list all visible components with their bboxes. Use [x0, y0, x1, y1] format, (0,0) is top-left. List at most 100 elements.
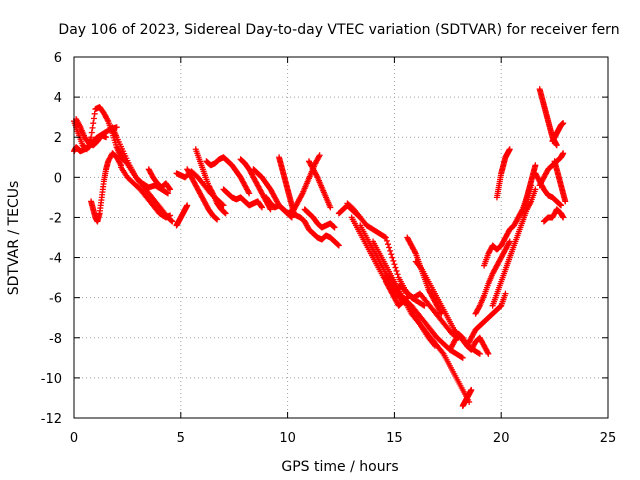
data-point [330, 223, 337, 230]
series-arc-14 [220, 186, 265, 211]
x-tick-label: 20 [493, 431, 510, 446]
data-point [335, 242, 342, 249]
data-point [421, 302, 428, 309]
data-point [475, 350, 482, 357]
x-tick-label: 0 [70, 431, 78, 446]
data-point [258, 203, 265, 210]
data-point [213, 215, 220, 222]
series-arc-39 [519, 162, 539, 217]
y-tick-label: 2 [54, 131, 62, 146]
data-point [89, 124, 96, 131]
series-arc-43 [532, 170, 565, 209]
data-point [88, 134, 95, 141]
grid-lines [74, 57, 608, 418]
series-arc-12 [192, 146, 229, 217]
data-point [184, 202, 191, 209]
data-point [384, 241, 391, 248]
series-arc-8 [145, 166, 174, 193]
series-arc-45 [551, 158, 569, 205]
data-point [394, 271, 401, 278]
series-arc-33 [459, 386, 475, 409]
series-arc-13 [203, 154, 253, 197]
data-point [90, 115, 97, 122]
data-point [403, 295, 410, 302]
data-point [392, 264, 399, 271]
data-point [315, 153, 322, 160]
data-point [389, 254, 396, 261]
data-point [458, 354, 465, 361]
data-point [532, 162, 539, 169]
data-point [166, 185, 173, 192]
chart-title: Day 106 of 2023, Sidereal Day-to-day VTE… [58, 22, 619, 38]
data-point [267, 206, 274, 213]
data-point [164, 190, 171, 197]
series-arc-21 [297, 214, 342, 249]
series-arc-4 [88, 150, 124, 225]
data-point [391, 261, 398, 268]
data-point [76, 122, 83, 129]
series-arc-5 [109, 124, 176, 225]
data-point [506, 239, 513, 246]
data-point [209, 189, 216, 196]
data-point [437, 309, 444, 316]
x-tick-label: 15 [386, 431, 403, 446]
data-point [560, 214, 567, 221]
series-arc-41 [549, 120, 567, 145]
data-point [331, 224, 338, 231]
y-tick-label: 6 [54, 51, 62, 66]
data-point [390, 257, 397, 264]
x-tick-label: 10 [279, 431, 296, 446]
data-point [485, 350, 492, 357]
axis-ticks: 0 5 10 15 20 25 -12 -10 -8 -6 -4 -2 0 2 4 6 [41, 51, 617, 446]
data-point [506, 238, 513, 245]
data-point [288, 214, 295, 221]
data-point [420, 302, 427, 309]
data-point [560, 120, 567, 127]
data-point [387, 247, 394, 254]
data-point [313, 172, 320, 179]
series-arc-11 [184, 166, 221, 223]
data-point [169, 218, 176, 225]
data-point [476, 304, 483, 311]
data-point [562, 198, 569, 205]
series-arc-38 [493, 146, 513, 201]
series-arc-22 [301, 206, 338, 231]
data-point [167, 186, 174, 193]
data-point [558, 202, 565, 209]
data-point [117, 160, 124, 167]
data-point [382, 234, 389, 241]
series-arc-20 [305, 158, 334, 211]
series-arc-35 [472, 238, 513, 317]
data-point [383, 237, 390, 244]
data-point [104, 116, 111, 123]
y-tick-label: -6 [49, 292, 62, 307]
data-point [168, 217, 175, 224]
y-tick-label: -10 [41, 372, 62, 387]
data-point [88, 129, 95, 136]
series-arc-7 [117, 164, 174, 221]
data-point [388, 251, 395, 258]
data-point [298, 191, 305, 198]
data-point [459, 354, 466, 361]
data-point [266, 205, 273, 212]
data-point [484, 349, 491, 356]
x-axis-label: GPS time / hours [281, 459, 398, 475]
data-point [506, 146, 513, 153]
data-point [246, 190, 253, 197]
data-point [163, 189, 170, 196]
data-point [327, 204, 334, 211]
data-point [439, 349, 446, 356]
plot-border [73, 56, 609, 419]
data-point [245, 189, 252, 196]
y-tick-label: -4 [49, 252, 62, 267]
data-point [288, 213, 295, 220]
y-tick-label: -12 [41, 412, 62, 427]
series-arc-3 [73, 116, 110, 149]
data-point [335, 241, 342, 248]
data-points [71, 86, 569, 409]
data-point [468, 386, 475, 393]
data-point [557, 201, 564, 208]
data-point [412, 249, 419, 256]
series-arc-9 [173, 202, 191, 229]
